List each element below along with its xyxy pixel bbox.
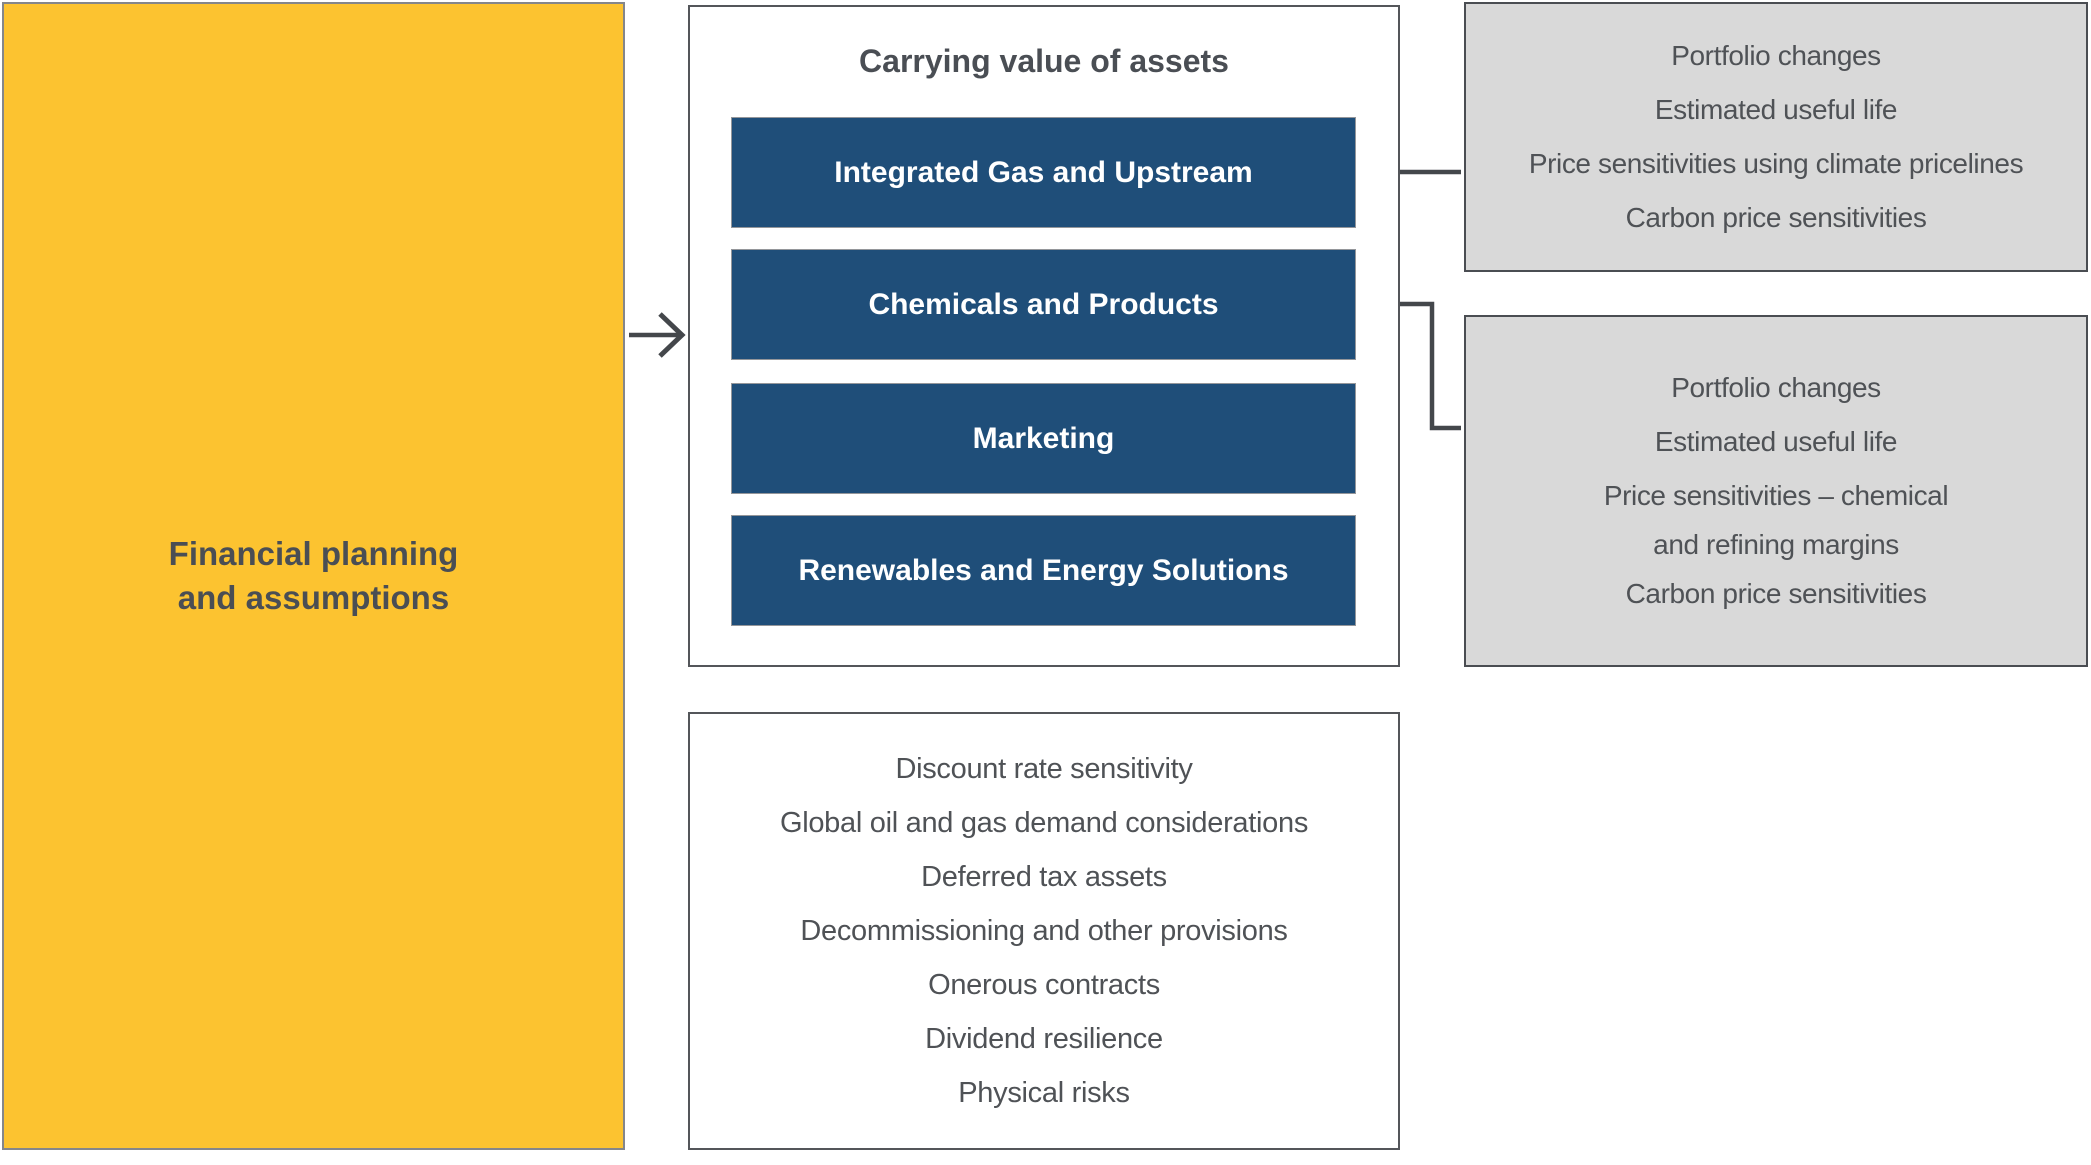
carrying-value-title: Carrying value of assets — [859, 43, 1229, 79]
carrying-value-box: Carrying value of assets Integrated Gas … — [688, 5, 1400, 667]
consideration-line: Onerous contracts — [928, 969, 1160, 1001]
downstream-factors-box: Portfolio changes Estimated useful life … — [1464, 315, 2088, 667]
consideration-line: Decommissioning and other provisions — [800, 915, 1288, 947]
factor-line: Estimated useful life — [1654, 94, 1898, 125]
segment-integrated-gas-upstream: Integrated Gas and Upstream — [731, 117, 1356, 228]
factor-line: Price sensitivities – chemical — [1603, 480, 1949, 511]
segment-marketing: Marketing — [731, 383, 1356, 494]
consideration-line: Physical risks — [958, 1077, 1130, 1109]
arrow-financial-to-carrying — [629, 312, 686, 358]
factor-line: Price sensitivities using climate pricel… — [1528, 148, 2024, 179]
considerations-box: Discount rate sensitivity Global oil and… — [688, 712, 1400, 1150]
factor-line: Portfolio changes — [1671, 40, 1881, 71]
financial-planning-line-1: Financial planning — [168, 535, 459, 572]
factor-line: Estimated useful life — [1654, 426, 1898, 457]
financial-planning-label: Financial planning and assumptions — [169, 532, 459, 620]
factor-line: Carbon price sensitivities — [1625, 578, 1927, 609]
consideration-line: Deferred tax assets — [921, 861, 1167, 893]
factor-line: and refining margins — [1653, 529, 1899, 560]
financial-planning-line-2: and assumptions — [177, 579, 450, 616]
factor-line: Carbon price sensitivities — [1625, 202, 1927, 233]
segment-chemicals-products: Chemicals and Products — [731, 249, 1356, 360]
factor-line: Portfolio changes — [1671, 372, 1881, 403]
segment-renewables-energy: Renewables and Energy Solutions — [731, 515, 1356, 626]
financial-planning-box: Financial planning and assumptions — [2, 2, 625, 1150]
consideration-line: Global oil and gas demand considerations — [779, 807, 1309, 839]
consideration-line: Discount rate sensitivity — [895, 753, 1193, 785]
consideration-line: Dividend resilience — [925, 1023, 1163, 1055]
upstream-factors-box: Portfolio changes Estimated useful life … — [1464, 2, 2088, 272]
